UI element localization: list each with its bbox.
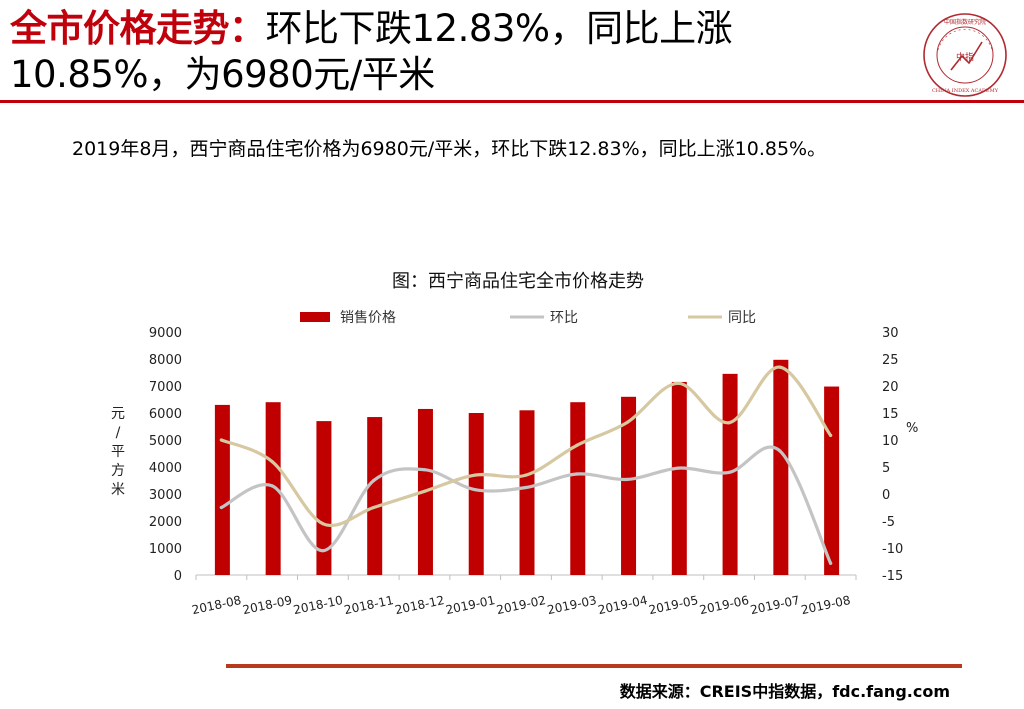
title-line-1: 全市价格走势：环比下跌12.83%，同比上涨 xyxy=(10,6,890,52)
point-同比-2019-01 xyxy=(473,473,477,477)
point-环比-2019-05 xyxy=(676,466,680,470)
bar-2018-08 xyxy=(214,404,230,575)
bar-2019-01 xyxy=(468,413,484,575)
point-环比-2019-04 xyxy=(625,477,630,482)
point-同比-2018-10 xyxy=(321,522,325,526)
x-tick-label-2018-09: 2018-09 xyxy=(241,593,293,617)
bar-2019-02 xyxy=(519,410,535,575)
x-tick-label-2018-08: 2018-08 xyxy=(191,593,243,617)
bar-2019-04 xyxy=(621,396,637,575)
x-tick-label-2019-03: 2019-03 xyxy=(546,593,598,617)
title-divider xyxy=(0,100,1024,103)
y-right-tick-3: 0 xyxy=(882,488,890,503)
y-right-tick-5: 10 xyxy=(882,434,899,449)
point-同比-2019-04 xyxy=(625,420,630,424)
point-同比-2019-05 xyxy=(676,381,680,385)
point-环比-2018-08 xyxy=(219,505,223,510)
legend-label-2: 同比 xyxy=(728,310,756,326)
x-tick-label-2018-12: 2018-12 xyxy=(394,593,446,617)
bar-2018-09 xyxy=(265,402,281,575)
point-环比-2019-01 xyxy=(473,488,477,492)
y-right-tick-7: 20 xyxy=(882,380,899,395)
y-right-tick-6: 15 xyxy=(882,407,899,422)
point-同比-2018-11 xyxy=(372,505,376,510)
legend-label-1: 环比 xyxy=(550,310,578,326)
bar-2019-07 xyxy=(773,359,789,575)
bottom-divider xyxy=(226,664,962,668)
y-right-tick-1: -10 xyxy=(882,542,903,557)
point-同比-2018-08 xyxy=(219,438,223,442)
point-同比-2019-07 xyxy=(778,365,782,369)
point-环比-2019-08 xyxy=(829,561,833,565)
point-环比-2018-09 xyxy=(270,484,274,488)
bar-2018-11 xyxy=(367,417,383,575)
x-tick-label-2019-07: 2019-07 xyxy=(749,593,801,617)
page-title: 全市价格走势：环比下跌12.83%，同比上涨 10.85%，为6980元/平米 xyxy=(10,6,890,98)
y-left-tick-0: 0 xyxy=(174,569,182,584)
title-line-1-rest: 环比下跌12.83%，同比上涨 xyxy=(265,7,733,50)
y-right-tick-0: -15 xyxy=(882,569,903,584)
x-tick-label-2019-06: 2019-06 xyxy=(698,593,750,617)
y-right-label: % xyxy=(906,421,918,436)
title-line-2: 10.85%，为6980元/平米 xyxy=(10,53,435,96)
x-tick-label-2019-05: 2019-05 xyxy=(647,593,699,617)
point-同比-2018-12 xyxy=(422,489,427,493)
x-tick-label-2019-02: 2019-02 xyxy=(495,593,547,617)
y-left-tick-4: 4000 xyxy=(149,461,182,476)
legend-swatch-0 xyxy=(300,312,330,322)
bar-2019-03 xyxy=(570,402,586,575)
point-环比-2018-12 xyxy=(422,468,427,472)
logo-ring-top: 中国指数研究院 xyxy=(944,18,986,26)
x-tick-label-2018-11: 2018-11 xyxy=(343,593,395,617)
point-环比-2019-02 xyxy=(524,485,528,490)
title-accent: 全市价格走势： xyxy=(10,7,266,50)
point-同比-2019-06 xyxy=(727,421,731,425)
y-left-tick-5: 5000 xyxy=(149,434,182,449)
point-同比-2019-08 xyxy=(829,433,833,438)
point-同比-2019-03 xyxy=(575,443,579,447)
y-left-tick-7: 7000 xyxy=(149,380,182,395)
y-left-label: 元/平方米 xyxy=(111,406,125,498)
bar-2018-10 xyxy=(316,421,332,575)
y-left-tick-3: 3000 xyxy=(149,488,182,503)
logo-seal-icon: 中指 中国指数研究院 CHINA INDEX ACADEMY xyxy=(923,13,1007,97)
y-left-tick-2: 2000 xyxy=(149,515,182,530)
y-left-tick-9: 9000 xyxy=(149,326,182,341)
y-right-tick-4: 5 xyxy=(882,461,890,476)
x-tick-label-2019-04: 2019-04 xyxy=(597,593,649,617)
y-left-tick-6: 6000 xyxy=(149,407,182,422)
legend-label-0: 销售价格 xyxy=(340,310,396,326)
logo-ring-bottom: CHINA INDEX ACADEMY xyxy=(932,88,999,94)
y-left-tick-1: 1000 xyxy=(149,542,182,557)
x-tick-label-2018-10: 2018-10 xyxy=(292,593,344,617)
y-right-tick-8: 25 xyxy=(882,353,899,368)
x-tick-label-2019-01: 2019-01 xyxy=(444,593,496,617)
point-环比-2018-10 xyxy=(321,549,325,553)
point-同比-2019-02 xyxy=(524,473,528,477)
chart-title: 图：西宁商品住宅全市价格走势 xyxy=(392,271,644,292)
point-环比-2019-06 xyxy=(727,470,731,474)
point-同比-2018-09 xyxy=(270,460,274,464)
y-right-tick-2: -5 xyxy=(882,515,895,530)
logo-center-text: 中指 xyxy=(956,51,974,63)
point-环比-2018-11 xyxy=(372,478,376,483)
y-right-tick-9: 30 xyxy=(882,326,899,341)
point-环比-2019-07 xyxy=(778,449,782,453)
x-tick-label-2019-08: 2019-08 xyxy=(800,593,852,617)
y-left-tick-8: 8000 xyxy=(149,353,182,368)
data-source: 数据来源：CREIS中指数据，fdc.fang.com xyxy=(619,682,950,701)
summary-text: 2019年8月，西宁商品住宅价格为6980元/平米，环比下跌12.83%，同比上… xyxy=(72,138,827,160)
bar-2019-05 xyxy=(671,381,687,575)
point-环比-2019-03 xyxy=(575,472,579,476)
bar-2019-08 xyxy=(824,386,840,575)
